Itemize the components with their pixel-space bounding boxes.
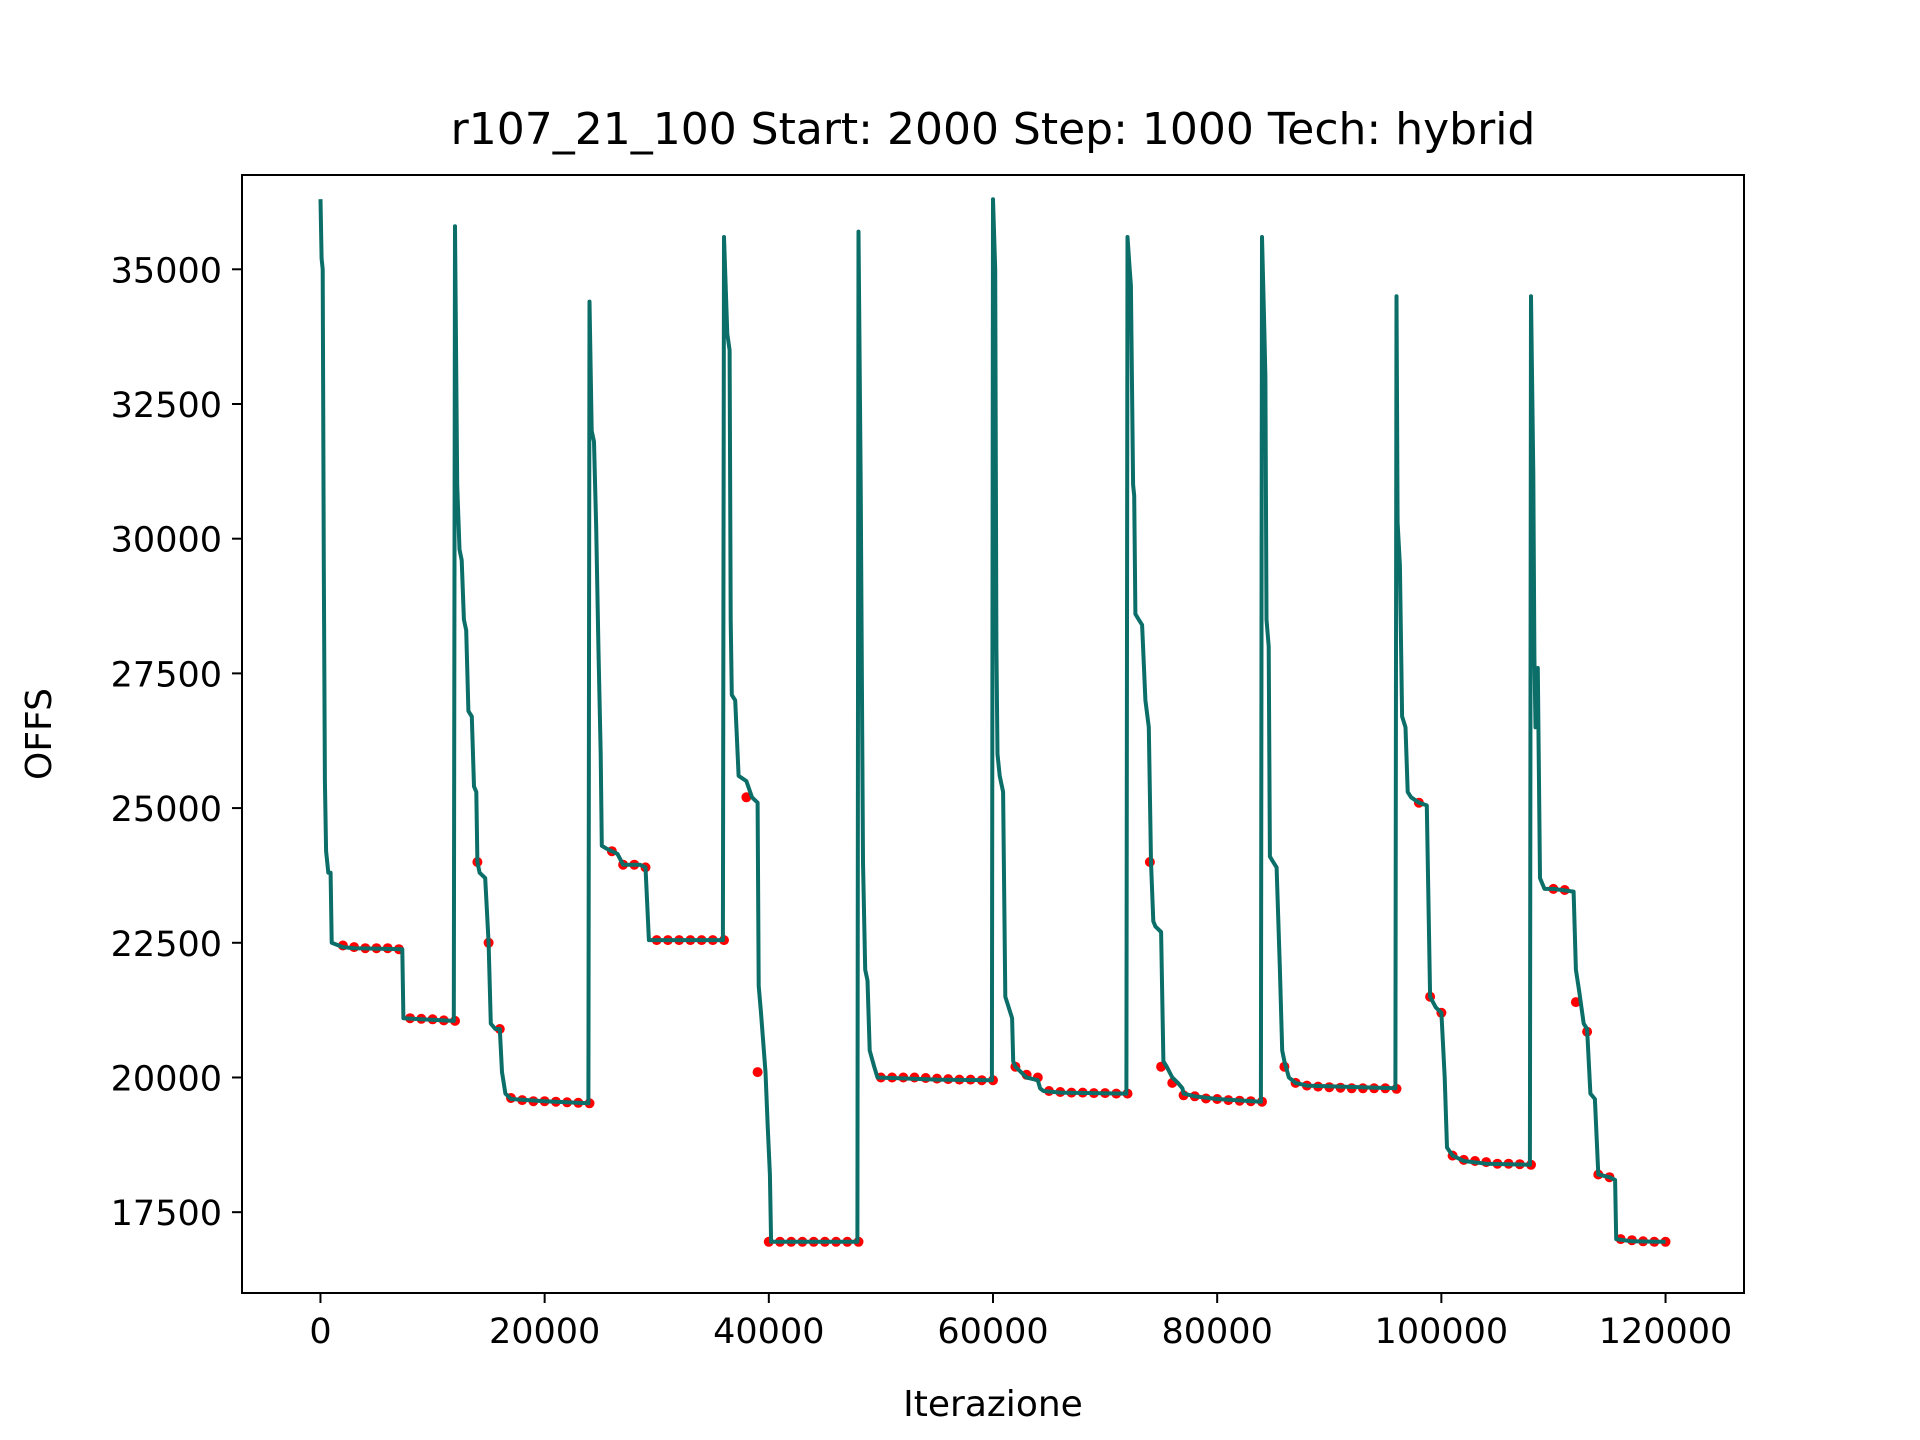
y-tick-label: 32500 bbox=[111, 386, 222, 426]
y-axis: 17500 20000 22500 25000 27500 30000 32500 35000 bbox=[111, 251, 242, 1234]
y-axis-label: OFFS bbox=[19, 688, 60, 780]
x-tick-label: 80000 bbox=[1162, 1312, 1273, 1352]
series-line bbox=[318, 197, 1666, 1244]
x-tick-label: 40000 bbox=[713, 1312, 824, 1352]
x-tick-label: 0 bbox=[309, 1312, 331, 1352]
y-tick-label: 25000 bbox=[111, 790, 222, 830]
x-tick-label: 100000 bbox=[1375, 1312, 1509, 1352]
x-axis: 0 20000 40000 60000 80000 100000 120000 bbox=[309, 1293, 1732, 1352]
y-tick-label: 20000 bbox=[111, 1059, 222, 1099]
x-axis-label: Iterazione bbox=[903, 1384, 1083, 1425]
y-tick-label: 30000 bbox=[111, 521, 222, 561]
data-marker bbox=[741, 792, 752, 803]
y-tick-label: 27500 bbox=[111, 655, 222, 695]
x-tick-label: 60000 bbox=[937, 1312, 1048, 1352]
y-tick-label: 35000 bbox=[111, 251, 222, 291]
data-marker bbox=[752, 1067, 763, 1078]
x-tick-label: 120000 bbox=[1599, 1312, 1733, 1352]
chart-title: r107_21_100 Start: 2000 Step: 1000 Tech:… bbox=[451, 104, 1536, 155]
y-tick-label: 22500 bbox=[111, 925, 222, 965]
x-tick-label: 20000 bbox=[489, 1312, 600, 1352]
y-tick-label: 17500 bbox=[111, 1194, 222, 1234]
plot-area bbox=[318, 197, 1671, 1247]
